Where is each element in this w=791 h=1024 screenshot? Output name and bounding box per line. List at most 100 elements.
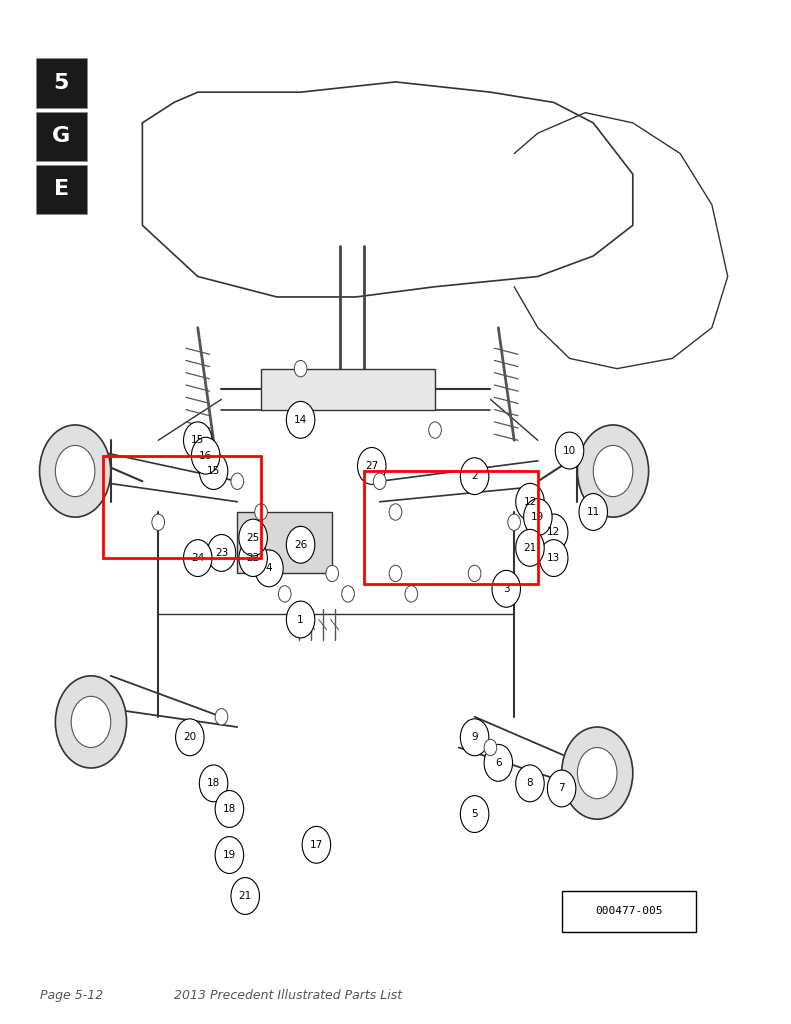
Circle shape — [278, 586, 291, 602]
Circle shape — [191, 437, 220, 474]
Circle shape — [215, 837, 244, 873]
FancyBboxPatch shape — [36, 112, 87, 161]
Circle shape — [231, 878, 259, 914]
Circle shape — [577, 425, 649, 517]
Circle shape — [389, 504, 402, 520]
Circle shape — [389, 565, 402, 582]
Circle shape — [358, 447, 386, 484]
Circle shape — [199, 453, 228, 489]
Text: 13: 13 — [547, 553, 560, 563]
Text: 6: 6 — [495, 758, 501, 768]
Circle shape — [373, 473, 386, 489]
Circle shape — [593, 445, 633, 497]
Text: 16: 16 — [199, 451, 212, 461]
Text: 24: 24 — [191, 553, 204, 563]
Circle shape — [255, 504, 267, 520]
Circle shape — [555, 432, 584, 469]
Circle shape — [484, 739, 497, 756]
Text: 10: 10 — [563, 445, 576, 456]
Bar — [103, 456, 261, 558]
Bar — [261, 369, 435, 410]
Circle shape — [516, 765, 544, 802]
Circle shape — [215, 791, 244, 827]
Bar — [237, 512, 332, 573]
Circle shape — [184, 422, 212, 459]
Circle shape — [547, 770, 576, 807]
Circle shape — [492, 570, 520, 607]
Circle shape — [294, 360, 307, 377]
Circle shape — [539, 514, 568, 551]
Circle shape — [286, 401, 315, 438]
Text: 12: 12 — [547, 527, 560, 538]
Circle shape — [152, 514, 165, 530]
Circle shape — [516, 529, 544, 566]
Text: 2: 2 — [471, 471, 478, 481]
Text: 27: 27 — [365, 461, 378, 471]
Circle shape — [239, 540, 267, 577]
Circle shape — [562, 727, 633, 819]
Circle shape — [286, 601, 315, 638]
Circle shape — [55, 445, 95, 497]
Text: 17: 17 — [310, 840, 323, 850]
Text: 15: 15 — [207, 466, 220, 476]
Text: 2013 Precedent Illustrated Parts List: 2013 Precedent Illustrated Parts List — [174, 989, 402, 1001]
Circle shape — [429, 422, 441, 438]
Text: 5: 5 — [471, 809, 478, 819]
Circle shape — [40, 425, 111, 517]
Circle shape — [71, 696, 111, 748]
Circle shape — [286, 526, 315, 563]
Circle shape — [184, 540, 212, 577]
Text: 14: 14 — [294, 415, 307, 425]
Circle shape — [516, 483, 544, 520]
Circle shape — [207, 535, 236, 571]
Circle shape — [577, 748, 617, 799]
Circle shape — [460, 719, 489, 756]
Circle shape — [460, 458, 489, 495]
Text: 19: 19 — [532, 512, 544, 522]
Text: 3: 3 — [503, 584, 509, 594]
Circle shape — [176, 719, 204, 756]
Circle shape — [239, 519, 267, 556]
Circle shape — [484, 744, 513, 781]
Text: 26: 26 — [294, 540, 307, 550]
Circle shape — [55, 676, 127, 768]
Circle shape — [524, 499, 552, 536]
Bar — [364, 471, 538, 584]
Circle shape — [342, 586, 354, 602]
Circle shape — [255, 550, 283, 587]
Text: E: E — [54, 179, 69, 200]
FancyBboxPatch shape — [36, 58, 87, 108]
Text: 20: 20 — [184, 732, 196, 742]
Text: 12: 12 — [524, 497, 536, 507]
Text: 8: 8 — [527, 778, 533, 788]
Circle shape — [215, 709, 228, 725]
Circle shape — [326, 565, 339, 582]
FancyBboxPatch shape — [36, 165, 87, 214]
Text: 1: 1 — [297, 614, 304, 625]
Circle shape — [199, 765, 228, 802]
FancyBboxPatch shape — [562, 891, 696, 932]
Text: 23: 23 — [215, 548, 228, 558]
Text: 21: 21 — [524, 543, 536, 553]
Text: 9: 9 — [471, 732, 478, 742]
Circle shape — [302, 826, 331, 863]
Circle shape — [231, 473, 244, 489]
Text: 19: 19 — [223, 850, 236, 860]
Text: 22: 22 — [247, 553, 259, 563]
Text: G: G — [52, 126, 70, 146]
Circle shape — [539, 540, 568, 577]
Text: 25: 25 — [247, 532, 259, 543]
Text: 5: 5 — [54, 73, 69, 93]
Circle shape — [508, 514, 520, 530]
Text: 000477-005: 000477-005 — [595, 906, 663, 916]
Circle shape — [460, 796, 489, 833]
Text: Page 5-12: Page 5-12 — [40, 989, 103, 1001]
Text: 7: 7 — [558, 783, 565, 794]
Text: 11: 11 — [587, 507, 600, 517]
Text: 4: 4 — [266, 563, 272, 573]
Text: 21: 21 — [239, 891, 252, 901]
Text: 15: 15 — [191, 435, 204, 445]
Circle shape — [405, 586, 418, 602]
Circle shape — [468, 565, 481, 582]
Text: 18: 18 — [223, 804, 236, 814]
